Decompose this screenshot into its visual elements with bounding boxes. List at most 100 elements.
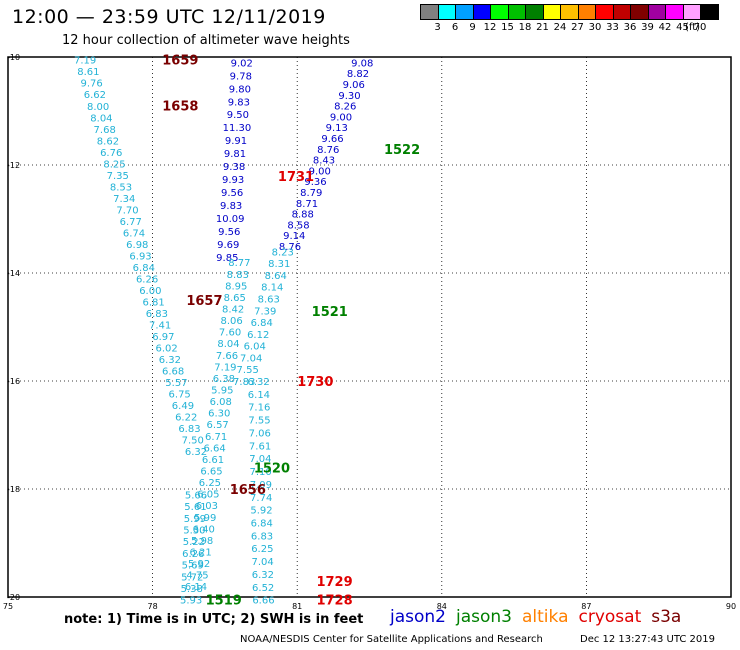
wave-height-value: 8.64 xyxy=(265,271,287,282)
wave-height-value: 5.57 xyxy=(165,378,187,389)
pass-number: 1730 xyxy=(297,375,333,390)
legend-label: 24 xyxy=(553,22,567,33)
wave-height-value: 7.61 xyxy=(249,441,271,452)
wave-height-value: 6.49 xyxy=(172,401,194,412)
wave-height-value: 9.08 xyxy=(351,58,373,69)
wave-height-value: 6.30 xyxy=(208,409,230,420)
wave-height-value: 9.69 xyxy=(217,240,239,251)
wave-height-value: 9.56 xyxy=(221,188,243,199)
pass-number: 1522 xyxy=(384,143,420,158)
pass-number-labels: 1659 1658 1657 1656 1731 1730 1729 1728 1522 1521… xyxy=(162,54,420,609)
wave-height-value: 7.04 xyxy=(249,454,271,465)
lon-tick-label: 87 xyxy=(581,602,591,611)
track-cyan-pass-left: 7.198.619.766.628.008.047.688.626.768.25… xyxy=(74,56,207,459)
wave-height-value: 8.63 xyxy=(258,295,280,306)
wave-height-value: 8.04 xyxy=(217,339,239,350)
wave-height-value: 8.76 xyxy=(317,145,339,156)
wave-height-value: 9.81 xyxy=(224,149,246,160)
wave-height-value: 8.88 xyxy=(292,210,314,221)
lon-tick-label: 81 xyxy=(292,602,302,611)
wave-height-value: 5.99 xyxy=(194,513,216,524)
wave-height-value: 4.75 xyxy=(186,571,208,582)
wave-height-tracks: 9.02 9.78 9.80 9.83 9.50 11.30 9.91 9.81 9.38 9.9… xyxy=(74,56,373,607)
satellite-name: jason2 xyxy=(390,607,446,627)
pass-number: 1729 xyxy=(316,575,352,590)
pass-number: 1731 xyxy=(278,170,314,185)
wave-height-value: 6.22 xyxy=(175,413,197,424)
wave-height-value: 5.92 xyxy=(188,559,210,570)
wave-height-value: 7.83 xyxy=(233,377,255,388)
wave-height-value: 8.71 xyxy=(296,199,318,210)
wave-height-value: 9.83 xyxy=(228,97,250,108)
wave-height-value: 6.77 xyxy=(120,217,142,228)
wave-height-value: 6.04 xyxy=(244,342,266,353)
map-grid xyxy=(7,56,732,598)
lon-tick-label: 90 xyxy=(726,602,736,611)
wave-height-value: 6.57 xyxy=(207,420,229,431)
wave-height-value: 8.31 xyxy=(268,259,290,270)
wave-height-value: 6.83 xyxy=(251,531,273,542)
wave-height-value: 8.43 xyxy=(313,156,335,167)
lon-tick-label: 78 xyxy=(148,602,158,611)
wave-height-value: 6.62 xyxy=(84,90,106,101)
wave-height-value: 8.14 xyxy=(261,283,283,294)
wave-height-value: 6.52 xyxy=(252,583,274,594)
wave-height-value: 7.04 xyxy=(240,353,262,364)
wave-height-value: 7.19 xyxy=(214,362,236,373)
wave-height-value: 8.58 xyxy=(287,220,309,231)
pass-number: 1659 xyxy=(162,54,198,69)
wave-height-value: 9.02 xyxy=(231,58,253,69)
wave-height-value: 9.30 xyxy=(338,91,360,102)
wave-height-value: 7.60 xyxy=(219,328,241,339)
wave-height-value: 6.40 xyxy=(193,524,215,535)
wave-height-value: 6.00 xyxy=(139,286,161,297)
wave-height-value: 9.91 xyxy=(225,136,247,147)
pass-number: 1519 xyxy=(206,594,242,609)
wave-height-color-legend: 3 6 9 12 15 18 21 24 27 30 33 36 39 42 45 70 (ft) xyxy=(420,4,730,38)
satellite-legend: jason2 jason3 altika cryosat s3a xyxy=(390,607,691,627)
wave-height-value: 7.41 xyxy=(149,321,171,332)
wave-height-value: 6.26 xyxy=(182,549,204,560)
wave-height-value: 9.14 xyxy=(283,231,305,242)
wave-height-value: 9.13 xyxy=(326,123,348,134)
wave-height-value: 6.65 xyxy=(200,466,222,477)
legend-label: 39 xyxy=(641,22,654,33)
wave-height-value: 5.98 xyxy=(191,536,213,547)
wave-height-value: 9.66 xyxy=(321,134,343,145)
wave-height-value: 9.76 xyxy=(81,79,103,90)
wave-height-value: 9.80 xyxy=(229,84,251,95)
map-frame xyxy=(7,56,732,598)
axis-tick-labels: 75 78 81 84 87 90 -10 -12 -14 -16 -18 -20 xyxy=(3,53,736,611)
wave-height-value: 8.65 xyxy=(224,293,246,304)
legend-label: 27 xyxy=(571,22,584,33)
wave-height-value: 6.14 xyxy=(248,390,270,401)
lat-tick-label: -18 xyxy=(7,485,20,494)
legend-label: 45 xyxy=(676,22,689,33)
wave-height-value: 9.36 xyxy=(304,177,326,188)
wave-height-value: 8.00 xyxy=(87,102,109,113)
wave-height-value: 6.83 xyxy=(178,424,200,435)
pass-number: 1520 xyxy=(254,461,290,476)
wave-height-value: 7.70 xyxy=(116,205,138,216)
wave-height-value: 6.32 xyxy=(185,447,207,458)
wave-height-value: 8.04 xyxy=(90,113,112,124)
legend-label: 18 xyxy=(518,22,532,33)
footer-note: note: 1) Time is in UTC; 2) SWH is in fe… xyxy=(64,612,364,627)
wave-height-value: 5.69 xyxy=(182,561,204,572)
generated-timestamp: Dec 12 13:27:43 UTC 2019 xyxy=(580,634,715,645)
wave-height-value: 6.98 xyxy=(126,240,148,251)
wave-height-value: 9.85 xyxy=(216,253,238,264)
wave-height-value: 9.00 xyxy=(330,112,352,123)
wave-height-value: 9.50 xyxy=(227,110,249,121)
wave-height-value: 8.95 xyxy=(225,281,247,292)
satellite-name: altika xyxy=(522,607,569,627)
wave-height-value: 6.32 xyxy=(252,570,274,581)
legend-label: 21 xyxy=(536,22,549,33)
wave-height-value: 9.00 xyxy=(309,166,331,177)
wave-height-value: 6.12 xyxy=(247,330,269,341)
legend-label: 30 xyxy=(588,22,602,33)
wave-height-value: 8.77 xyxy=(228,258,250,269)
wave-height-value: 7.35 xyxy=(107,171,129,182)
satellite-name: cryosat xyxy=(578,607,642,627)
